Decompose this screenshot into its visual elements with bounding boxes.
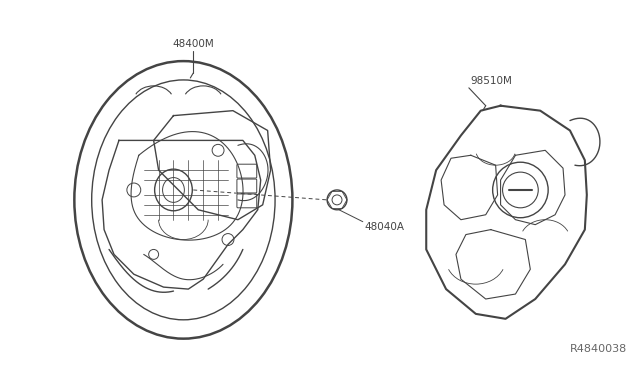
Text: 98510M: 98510M: [471, 76, 513, 86]
Text: R4840038: R4840038: [570, 344, 627, 354]
Text: 48040A: 48040A: [365, 222, 404, 232]
Text: 48400M: 48400M: [172, 39, 214, 49]
